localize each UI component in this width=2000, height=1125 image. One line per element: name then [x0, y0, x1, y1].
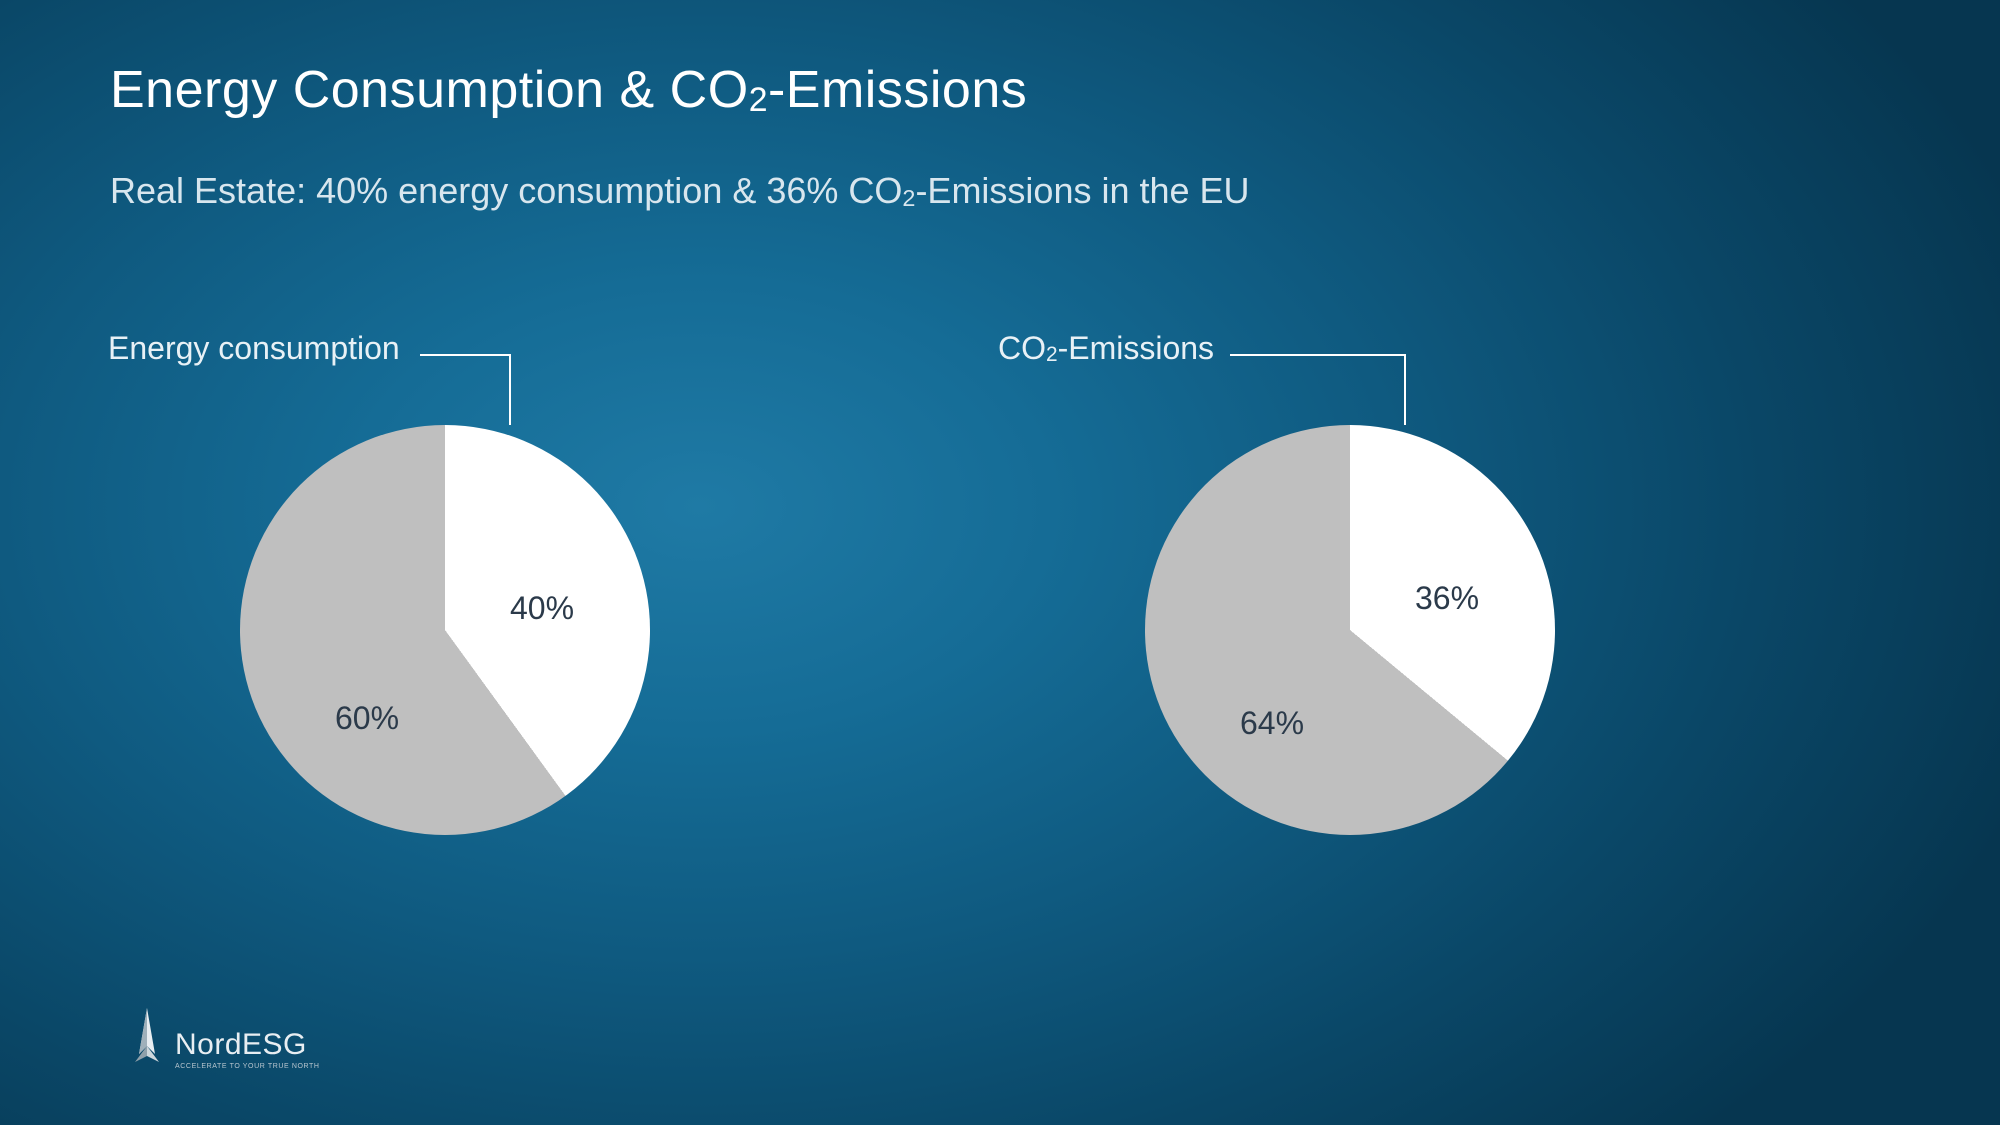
- chart-label-energy: Energy consumption: [108, 330, 400, 367]
- logo-name: NordESG: [175, 1030, 320, 1060]
- logo-tagline: ACCELERATE TO YOUR TRUE NORTH: [175, 1063, 320, 1070]
- pie-value-energy-highlight: 40%: [510, 590, 574, 627]
- leader-line-energy: [420, 345, 540, 435]
- slide-subtitle: Real Estate: 40% energy consumption & 36…: [110, 170, 1250, 212]
- pie-energy: [240, 425, 650, 835]
- pie-value-energy-remainder: 60%: [335, 700, 399, 737]
- compass-icon: [125, 1008, 169, 1070]
- pie-co2: [1145, 425, 1555, 835]
- pie-value-co2-remainder: 64%: [1240, 705, 1304, 742]
- pie-value-co2-highlight: 36%: [1415, 580, 1479, 617]
- brand-logo: NordESG ACCELERATE TO YOUR TRUE NORTH: [125, 1008, 320, 1070]
- leader-line-co2: [1230, 345, 1430, 435]
- chart-label-co2: CO2-Emissions: [998, 330, 1214, 367]
- slide-title: Energy Consumption & CO2-Emissions: [110, 60, 1027, 120]
